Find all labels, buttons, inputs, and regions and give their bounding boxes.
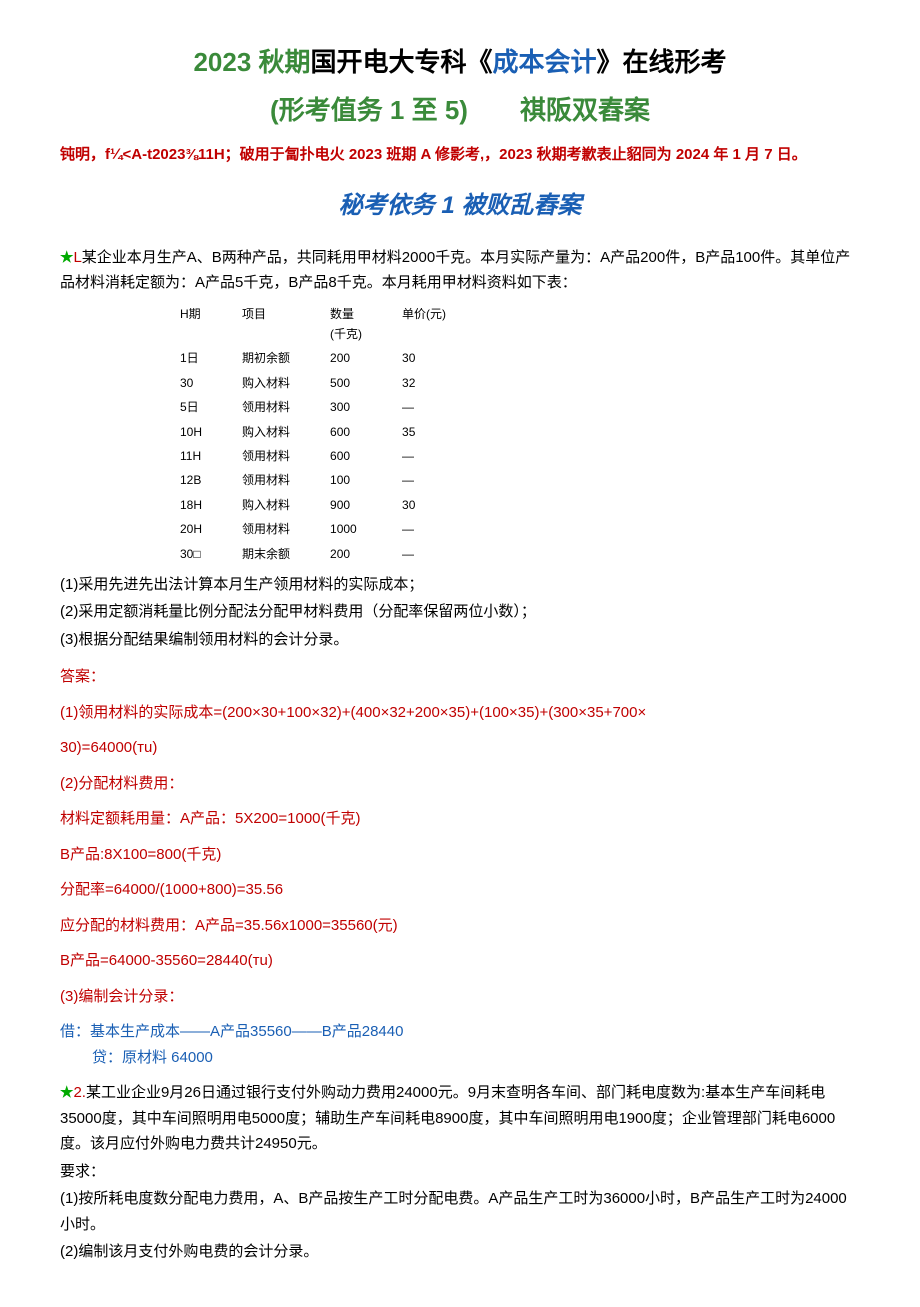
task-heading: 秘考依务 1 被败乱舂案 [60, 186, 860, 227]
table-cell: 200 [330, 346, 402, 370]
question-1: ★L某企业本月生产A、B两种产品，共同耗用甲材料2000千克。本月实际产量为：A… [60, 245, 860, 296]
col-date: H期 [180, 302, 242, 347]
q1-text: 某企业本月生产A、B两种产品，共同耗用甲材料2000千克。本月实际产量为：A产品… [60, 249, 850, 292]
table-cell: 购入材料 [242, 420, 330, 444]
table-cell: 领用材料 [242, 468, 330, 492]
table-cell: 期初余额 [242, 346, 330, 370]
table-cell: — [402, 517, 486, 541]
table-cell: 领用材料 [242, 395, 330, 419]
a1-line-4: 材料定额耗用量：A产品：5X200=1000(千克) [60, 806, 860, 832]
table-row: 12B领用材料100— [180, 468, 486, 492]
q1-req-3: (3)根据分配结果编制领用材料的会计分录。 [60, 627, 860, 653]
table-row: 30□期末余额200— [180, 542, 486, 566]
table-cell: 11H [180, 444, 242, 468]
table-cell: — [402, 444, 486, 468]
table-cell: 900 [330, 493, 402, 517]
table-cell: 18H [180, 493, 242, 517]
table-row: 10H购入材料60035 [180, 420, 486, 444]
q2-req-label: 要求： [60, 1159, 860, 1185]
col-item: 项目 [242, 302, 330, 347]
a1-entry-debit: 借：基本生产成本——A产品35560——B产品28440 [60, 1019, 860, 1045]
date-note: 钝明，f¼<A-t2023⅜11H；破用于匐扑电火 2023 班期 A 修影考,… [60, 142, 860, 168]
table-row: 1日期初余额20030 [180, 346, 486, 370]
table-row: 11H领用材料600— [180, 444, 486, 468]
star-icon: ★ [60, 1084, 73, 1101]
material-table: H期 项目 数量(千克) 单价(元) 1日期初余额2003030购入材料5003… [180, 302, 486, 566]
table-cell: 30 [402, 493, 486, 517]
col-price: 单价(元) [402, 302, 486, 347]
a1-line-1: (1)领用材料的实际成本=(200×30+100×32)+(400×32+200… [60, 700, 860, 726]
subtitle-line: (形考值务 1 至 5) 祺阪双舂案 [60, 88, 860, 132]
table-cell: 200 [330, 542, 402, 566]
q1-label: L [73, 249, 81, 266]
table-cell: 领用材料 [242, 517, 330, 541]
table-cell: 1000 [330, 517, 402, 541]
a1-line-7: 应分配的材料费用：A产品=35.56x1000=35560(元) [60, 913, 860, 939]
a1-entry-credit: 贷：原材料 64000 [60, 1045, 860, 1071]
q2-text: 某工业企业9月26日通过银行支付外购动力费用24000元。9月末查明各车间、部门… [60, 1084, 835, 1152]
q2-req-1: (1)按所耗电度数分配电力费用，A、B产品按生产工时分配电费。A产品生产工时为3… [60, 1186, 860, 1237]
table-cell: — [402, 468, 486, 492]
a1-part3-label: (3)编制会计分录： [60, 984, 860, 1010]
table-cell: 30 [180, 371, 242, 395]
q1-req-2: (2)采用定额消耗量比例分配法分配甲材料费用（分配率保留两位小数）； [60, 599, 860, 625]
q2-req-2: (2)编制该月支付外购电费的会计分录。 [60, 1239, 860, 1265]
main-title: 2023 秋期国开电大专科《成本会计》在线形考 [60, 40, 860, 84]
table-cell: 600 [330, 444, 402, 468]
title-part1: 国开电大专科《 [311, 47, 493, 77]
table-cell: 1日 [180, 346, 242, 370]
title-year: 2023 秋期 [193, 47, 310, 77]
table-cell: 32 [402, 371, 486, 395]
a1-line-6: 分配率=64000/(1000+800)=35.56 [60, 877, 860, 903]
a1-line-3: (2)分配材料费用： [60, 771, 860, 797]
title-course: 成本会计 [493, 47, 597, 77]
table-cell: 购入材料 [242, 371, 330, 395]
table-cell: — [402, 542, 486, 566]
table-cell: 5日 [180, 395, 242, 419]
table-row: 18H购入材料90030 [180, 493, 486, 517]
table-cell: 35 [402, 420, 486, 444]
table-cell: 期末余额 [242, 542, 330, 566]
title-part2: 》在线形考 [597, 47, 727, 77]
question-2: ★2.某工业企业9月26日通过银行支付外购动力费用24000元。9月末查明各车间… [60, 1080, 860, 1157]
table-cell: 100 [330, 468, 402, 492]
table-cell: 12B [180, 468, 242, 492]
table-header-row: H期 项目 数量(千克) 单价(元) [180, 302, 486, 347]
table-cell: 600 [330, 420, 402, 444]
q2-label: 2. [73, 1084, 86, 1101]
star-icon: ★ [60, 249, 73, 266]
table-cell: — [402, 395, 486, 419]
a1-line-2: 30)=64000(тu) [60, 735, 860, 761]
table-cell: 30 [402, 346, 486, 370]
a1-line-5: B产品:8X100=800(千克) [60, 842, 860, 868]
table-cell: 10H [180, 420, 242, 444]
table-cell: 20H [180, 517, 242, 541]
table-cell: 领用材料 [242, 444, 330, 468]
table-row: 20H领用材料1000— [180, 517, 486, 541]
col-qty: 数量(千克) [330, 302, 402, 347]
table-cell: 300 [330, 395, 402, 419]
table-cell: 500 [330, 371, 402, 395]
table-cell: 购入材料 [242, 493, 330, 517]
answer-label: 答案： [60, 664, 860, 690]
q1-req-1: (1)采用先进先出法计算本月生产领用材料的实际成本； [60, 572, 860, 598]
table-row: 30购入材料50032 [180, 371, 486, 395]
a1-line-8: B产品=64000-35560=28440(тu) [60, 948, 860, 974]
table-cell: 30□ [180, 542, 242, 566]
table-row: 5日领用材料300— [180, 395, 486, 419]
